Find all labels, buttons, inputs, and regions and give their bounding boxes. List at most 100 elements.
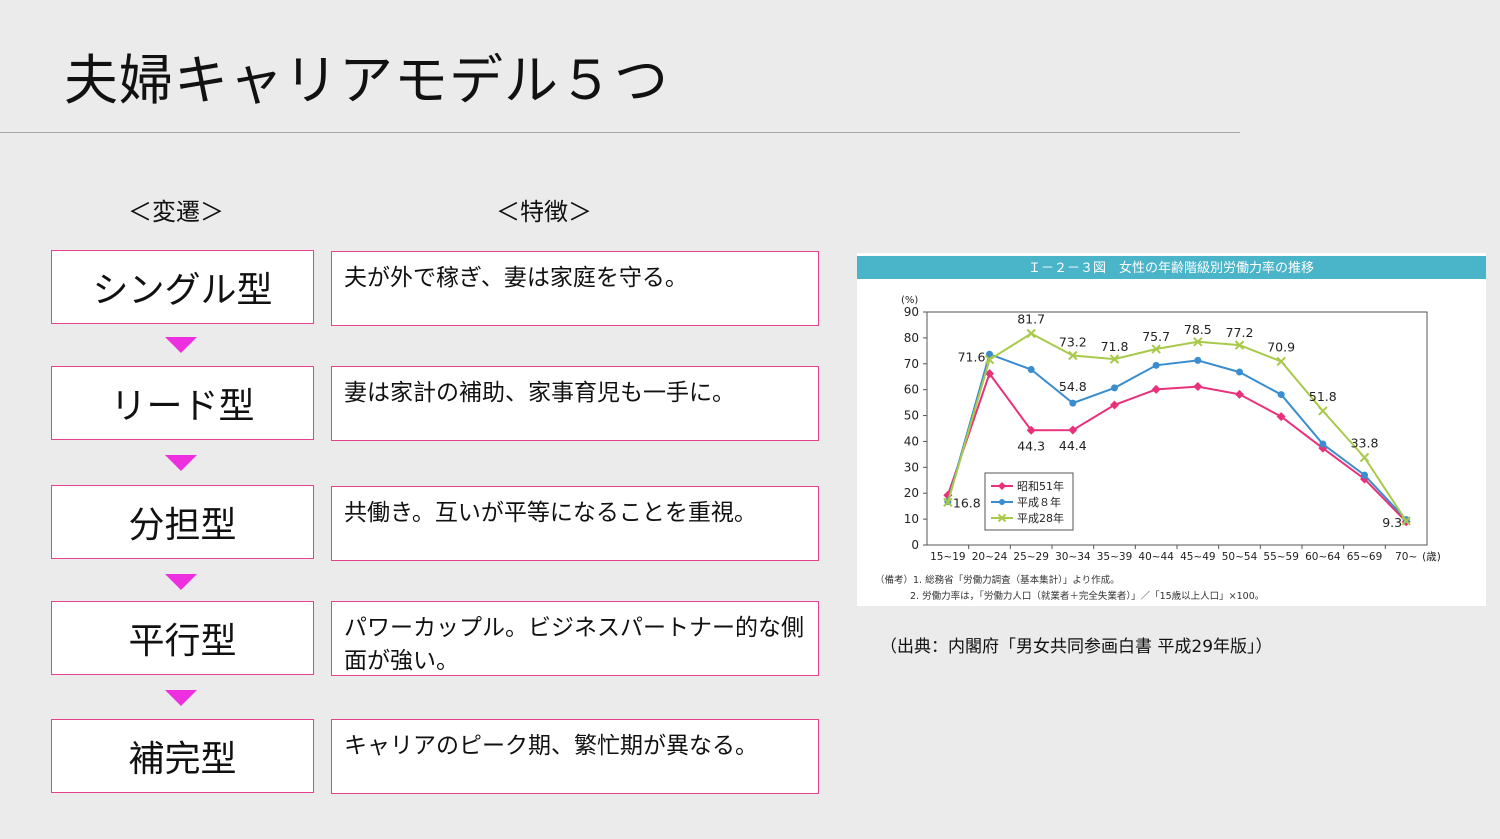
model-feature-sharing: 共働き。互いが平等になることを重視。 [331,486,819,561]
plot-area: 0 10 20 30 40 50 60 70 80 90(%) 15~19 20~24 25~29 30~… [901,295,1441,563]
data-point [986,350,993,358]
model-type-label: 平行型 [128,621,237,662]
legend-marker [997,513,1007,523]
data-point [1027,365,1035,373]
x-tick-label: 25~29 [1013,551,1049,563]
x-tick-label: 55~59 [1263,551,1299,563]
data-point [1277,391,1285,399]
model-feature-text: 共働き。互いが平等になることを重視。 [344,500,757,526]
data-point [1318,406,1328,416]
data-label: 44.4 [1059,438,1087,453]
y-tick-label: 20 [904,486,919,500]
y-tick-label: 40 [904,434,919,448]
data-label: 44.3 [1017,438,1045,453]
data-point [943,497,953,507]
x-tick-label: 20~24 [972,551,1008,563]
page-title: 夫婦キャリアモデル５つ [64,49,669,112]
data-point [1193,337,1203,347]
model-type-parallel: 平行型 [51,601,314,675]
data-point [1276,356,1286,367]
legend-label: 昭和51年 [1017,479,1064,493]
data-point [1235,389,1244,399]
model-feature-text: 妻は家計の補助、家事育児も一手に。 [344,380,735,406]
legend-label: 平成８年 [1017,495,1061,509]
data-point [984,354,995,365]
legend-marker [998,482,1006,490]
data-label: 81.7 [1017,311,1045,326]
data-label: 73.2 [1059,334,1087,349]
data-point [1236,368,1243,376]
labor-force-figure: Ｉ－２－３図 女性の年齢階級別労働力率の推移 0 10 20 30 40 50 60 70 80… [857,253,1486,606]
data-point [1151,384,1161,394]
data-point [1026,328,1036,339]
data-point [1276,412,1286,422]
model-feature-parallel: パワーカップル。ビジネスパートナー的な側面が強い。 [331,601,819,676]
y-tick-label: 30 [904,460,919,474]
down-arrow-icon [165,574,197,590]
data-label: 75.7 [1142,329,1170,344]
y-tick-label: 10 [904,512,919,526]
series-line-2 [946,332,1408,522]
data-point [1152,361,1160,369]
figure-header-title: Ｉ－２－３図 女性の年齢階級別労働力率の推移 [1028,260,1314,276]
source-citation: （出典：内閣府「男女共同参画白書 平成29年版」） [880,637,1273,657]
data-point [1361,471,1368,479]
series-line-0 [946,371,1407,523]
model-type-label: 分担型 [128,505,237,546]
down-arrow-icon [165,337,197,353]
column-header-transition: ＜変遷＞ [128,198,224,226]
data-point [1151,344,1161,354]
series-line-1 [946,352,1407,521]
data-label: 71.6 [958,350,986,365]
x-tick-label: 30~34 [1055,551,1091,563]
model-type-sharing: 分担型 [51,485,314,559]
down-arrow-icon [165,690,197,706]
y-tick-label: 50 [904,409,919,423]
data-point [1111,384,1118,392]
x-tick-label: 65~69 [1347,551,1383,563]
model-type-single: シングル型 [51,250,314,324]
data-label: 54.8 [1059,379,1087,394]
model-feature-text: 夫が外で稼ぎ、妻は家庭を守る。 [344,265,688,291]
model-type-label: リード型 [110,386,255,427]
y-tick-label: 60 [904,383,919,397]
figure-note-2: 2. 労働力率は，「労働力人口（就業者＋完全失業者）」／「15歳以上人口」×10… [910,590,1264,602]
data-point [1194,356,1202,364]
data-label: 77.2 [1226,325,1254,340]
legend-marker [999,499,1005,505]
model-feature-complementary: キャリアのピーク期、繁忙期が異なる。 [331,719,819,794]
figure-note-1: （備考）1. 総務省「労働力調査（基本集計）」より作成。 [875,574,1120,586]
data-label: 33.8 [1351,435,1379,450]
y-tick-label: 70 [904,357,919,371]
labor-force-chart: Ｉ－２－３図 女性の年齢階級別労働力率の推移 0 10 20 30 40 50 60 70 80… [857,256,1486,602]
x-tick-label: 35~39 [1097,551,1133,563]
x-tick-label: 50~54 [1222,551,1258,563]
legend-label: 平成28年 [1017,511,1064,525]
model-feature-text: キャリアのピーク期、繁忙期が異なる。 [344,733,758,759]
data-label: 71.8 [1101,339,1129,354]
data-point [1234,340,1245,350]
data-label: 78.5 [1184,322,1212,337]
data-point [1319,440,1327,448]
data-label: 9.3 [1382,515,1402,530]
y-axis-unit: (%) [901,295,918,306]
model-feature-text: パワーカップル。ビジネスパートナー的な側面が強い。 [344,615,804,674]
model-feature-lead: 妻は家計の補助、家事育児も一手に。 [331,366,819,441]
y-tick-label: 0 [911,538,919,552]
data-point [985,369,994,379]
data-label: 16.8 [953,496,981,511]
data-point [1359,452,1370,463]
x-tick-label: 70~ [1395,551,1417,563]
data-point [1109,354,1120,364]
data-point [1068,350,1078,361]
x-axis-unit: (歳) [1422,551,1441,563]
model-type-lead: リード型 [51,366,314,440]
down-arrow-icon [165,455,197,471]
y-tick-label: 80 [904,331,919,345]
data-point [1401,516,1411,526]
data-point [1068,425,1078,435]
data-point [1193,382,1203,392]
x-tick-label: 45~49 [1180,551,1216,563]
data-label: 51.8 [1309,389,1337,404]
x-tick-label: 60~64 [1305,551,1341,563]
